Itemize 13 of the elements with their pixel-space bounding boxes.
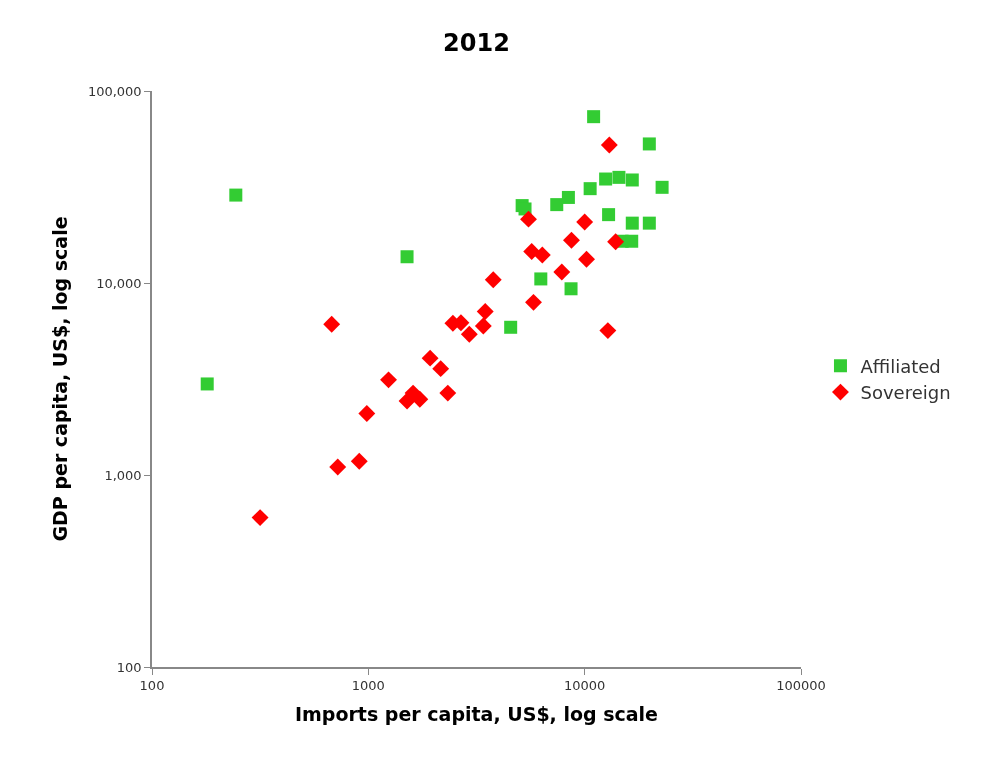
y-tick-label: 100,000: [87, 83, 142, 99]
x-tick-label: 1000: [351, 678, 385, 694]
y-axis-title: GDP per capita, US$, log scale: [49, 216, 72, 542]
y-tick-label: 10,000: [96, 275, 142, 291]
chart-title: 2012: [443, 28, 510, 57]
legend-label: Sovereign: [860, 382, 951, 404]
y-tick-label: 1,000: [104, 467, 142, 483]
y-tick-label: 100: [116, 659, 142, 675]
x-tick-label: 100000: [776, 678, 826, 694]
x-tick-label: 100: [139, 678, 165, 694]
x-tick-label: 10000: [563, 678, 606, 694]
x-axis-title: Imports per capita, US$, log scale: [294, 702, 659, 725]
legend-label: Affiliated: [860, 355, 941, 377]
